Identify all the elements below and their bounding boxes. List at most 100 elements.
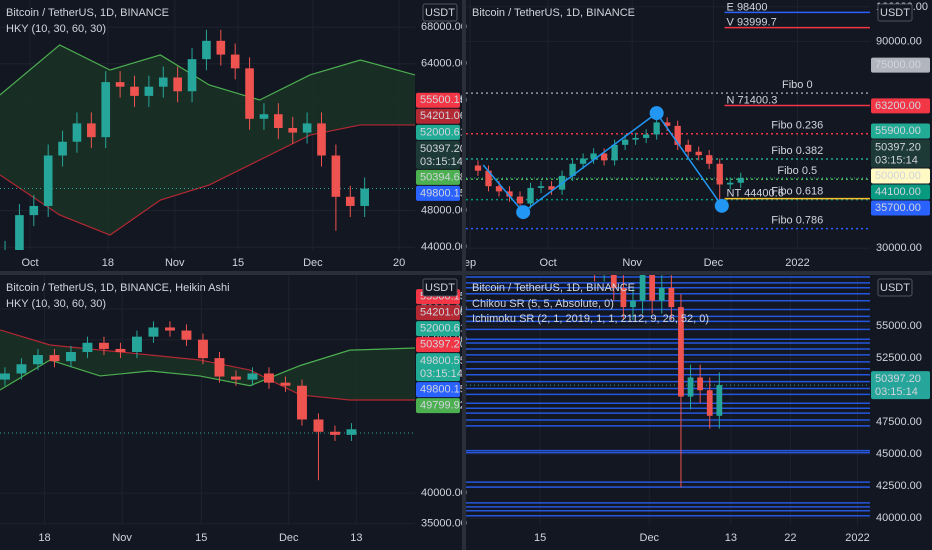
- y-tick-label: 68000.00: [421, 21, 467, 33]
- price-badge: [416, 305, 460, 321]
- y-tick-label: 48000.00: [421, 204, 467, 216]
- price-badge: [416, 382, 460, 398]
- x-tick-label: Dec: [303, 257, 323, 269]
- price-badge: [871, 168, 930, 184]
- candle-body: [706, 155, 713, 164]
- candle-body: [590, 153, 597, 159]
- indicator-title: HKY (10, 30, 60, 30): [6, 298, 106, 310]
- y-tick-label: 40000.00: [876, 512, 922, 524]
- price-badge-label: 52000.61: [420, 126, 466, 138]
- candle-body: [66, 351, 76, 362]
- candle-body: [706, 390, 713, 416]
- price-badge-label: 50397.20: [875, 141, 921, 153]
- candle-body: [132, 336, 142, 352]
- price-badge: [416, 92, 460, 108]
- candle-body: [621, 139, 629, 145]
- candle-body: [537, 186, 545, 188]
- fib-label: Fibo 0.236: [771, 120, 823, 132]
- indicator-line: [0, 44, 415, 101]
- x-tick-label: 2022: [845, 532, 869, 544]
- price-badge: [416, 124, 460, 140]
- candle-body: [346, 429, 357, 435]
- candle-body: [43, 155, 53, 206]
- candle-body: [506, 191, 513, 197]
- candle-body: [49, 355, 60, 362]
- x-tick-label: Oct: [22, 257, 39, 269]
- price-badge-label: 50397.20: [420, 338, 466, 350]
- candle-body: [288, 127, 298, 133]
- countdown: 03:15:14: [420, 156, 463, 168]
- level-label: V 93999.7: [727, 16, 777, 28]
- indicator-title: Ichimoku SR (2, 1, 2019, 1, 1, 2112, 9, …: [472, 313, 709, 325]
- candle-body: [158, 77, 168, 87]
- y-tick-label: 44000.00: [421, 241, 467, 253]
- zigzag: [482, 112, 723, 214]
- candle-body: [569, 163, 576, 176]
- candle-body: [181, 330, 192, 340]
- y-tick-label: 30000.00: [876, 242, 922, 254]
- price-badge: [416, 353, 460, 382]
- candle-body: [330, 431, 340, 435]
- x-tick-label: 18: [38, 532, 50, 544]
- x-tick-label: 15: [195, 532, 207, 544]
- separator: [0, 271, 932, 275]
- price-badge-label: 55900.00: [875, 125, 921, 137]
- candle-body: [115, 82, 125, 87]
- pivot: [516, 205, 531, 220]
- x-tick-label: Nov: [112, 532, 132, 544]
- candle-body: [345, 196, 355, 206]
- price-badge-label: 55500.15: [420, 94, 466, 106]
- chart-title: Bitcoin / TetherUS, 1D, BINANCE: [472, 7, 635, 19]
- indicator-title: Chikou SR (5, 5, Absolute, 0): [472, 298, 614, 310]
- indicator-title: HKY (10, 30, 60, 30): [6, 23, 106, 35]
- price-badge-label: 50397.20: [420, 143, 466, 155]
- candle-body: [313, 419, 324, 432]
- price-badge-label: 50394.68: [420, 171, 466, 183]
- candle-body: [716, 163, 723, 185]
- candle-body: [82, 342, 93, 352]
- candle-body: [214, 358, 225, 377]
- price-badge-label: 50000.00: [875, 170, 921, 182]
- candle-body: [230, 54, 240, 69]
- candle-body: [600, 153, 608, 161]
- candle-body: [115, 348, 126, 352]
- price-badge: [871, 200, 930, 216]
- candle-body: [274, 114, 283, 128]
- price-badge: [416, 140, 460, 169]
- candle-body: [485, 170, 492, 187]
- candle-body: [148, 327, 159, 337]
- candle-body: [360, 188, 369, 206]
- indicator-line: [0, 124, 415, 236]
- pivot: [714, 198, 729, 213]
- candle-body: [642, 134, 650, 138]
- candle-body: [516, 196, 524, 204]
- candle-body: [87, 123, 96, 138]
- price-badge: [871, 98, 930, 114]
- price-badge: [416, 398, 460, 414]
- level-label: E 98400: [727, 1, 768, 13]
- candle-body: [259, 114, 269, 119]
- x-tick-label: 18: [102, 257, 114, 269]
- candle-body: [231, 376, 241, 380]
- price-badge-label: 49800.55: [420, 355, 466, 367]
- candle-body: [173, 77, 182, 92]
- candle-body: [687, 377, 694, 397]
- y-tick-label: 45000.00: [876, 448, 922, 460]
- candle-body: [165, 327, 175, 331]
- candle-body: [72, 123, 82, 142]
- candle-body: [0, 373, 10, 380]
- price-badge: [416, 108, 460, 124]
- currency-box: [877, 3, 913, 22]
- chart-title: Bitcoin / TetherUS, 1D, BINANCE, Heikin …: [6, 282, 230, 294]
- y-tick-label: 40000.00: [421, 487, 467, 499]
- candle-body: [678, 307, 684, 397]
- plot: [0, 275, 415, 525]
- x-tick-label: Oct: [540, 257, 557, 269]
- price-badge: [871, 184, 930, 200]
- price-badge-label: 54201.06: [420, 110, 466, 122]
- cloud: [0, 329, 415, 400]
- price-badge-label: 44100.00: [875, 186, 921, 198]
- plot: [466, 275, 870, 525]
- candle-body: [579, 158, 587, 164]
- candle-body: [302, 123, 312, 133]
